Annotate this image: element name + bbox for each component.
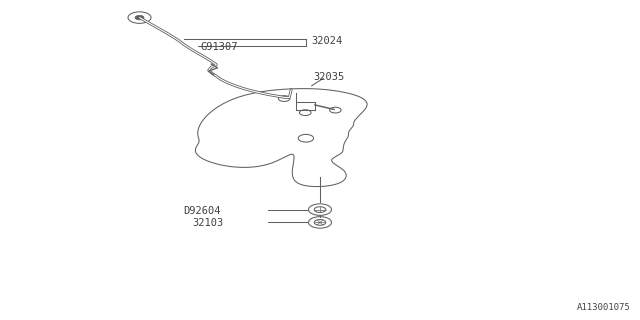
Text: G91307: G91307 xyxy=(201,42,239,52)
Text: 32024: 32024 xyxy=(312,36,343,46)
Text: D92604: D92604 xyxy=(183,205,221,216)
Text: 32103: 32103 xyxy=(193,218,224,228)
Circle shape xyxy=(135,15,144,20)
Text: 32035: 32035 xyxy=(314,72,345,82)
Text: A113001075: A113001075 xyxy=(577,303,630,312)
